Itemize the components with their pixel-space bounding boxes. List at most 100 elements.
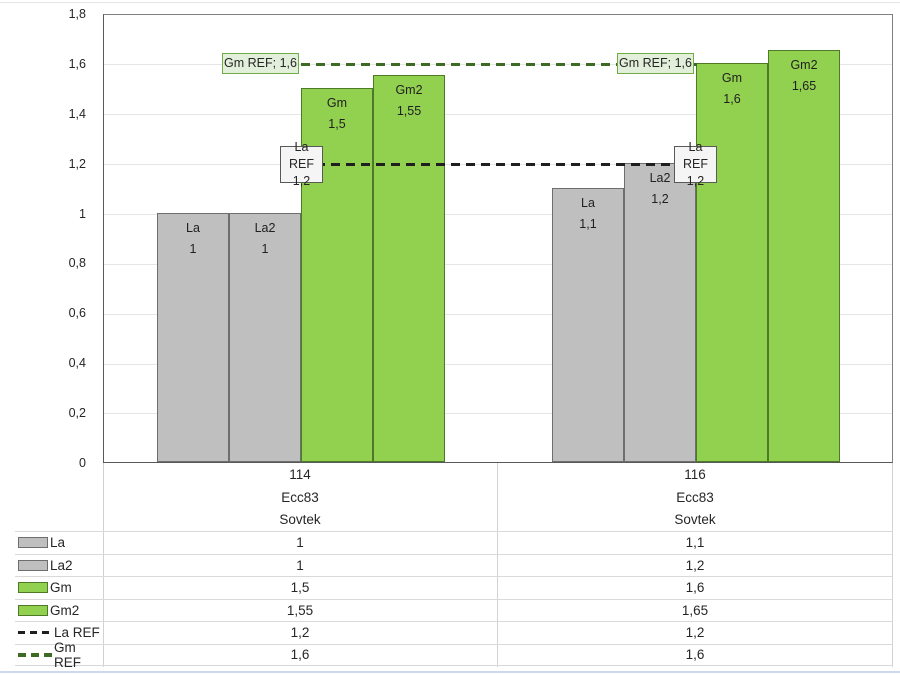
- bar-la-114: La 1: [157, 212, 229, 462]
- bar-value-label: 1,6: [723, 91, 741, 106]
- legend-label: La2: [50, 557, 73, 573]
- bar-value-label: 1,2: [651, 191, 669, 206]
- table-cell: 1,65: [681, 602, 709, 618]
- window-bottom-edge: [0, 671, 900, 673]
- bar-gm-116: Gm 1,6: [696, 62, 768, 462]
- bar-la-116: La 1,1: [552, 187, 624, 462]
- table-cell: 1,2: [685, 625, 705, 641]
- bar-value-label: 1: [189, 241, 197, 256]
- black-dashed-line-swatch-icon: [18, 631, 52, 635]
- table-row-la: La 1 1,1: [15, 531, 893, 554]
- bar-name-label: Gm: [721, 70, 743, 85]
- legend-key-gm2: Gm2: [15, 603, 103, 618]
- green-dashed-line-swatch-icon: [18, 652, 52, 657]
- table-cell: 1,2: [685, 557, 705, 573]
- y-axis-tick-label: 0,8: [68, 256, 86, 270]
- bar-la2-114: La2 1: [229, 212, 301, 462]
- bar-name-label: Gm2: [790, 58, 818, 73]
- category-label-116: 116 Ecc83 Sovtek: [497, 463, 893, 531]
- bar-name-label: La2: [254, 220, 276, 235]
- gm-ref-line: [301, 63, 697, 67]
- table-cell: 1,6: [685, 647, 705, 663]
- la-ref-label-value: 1,2: [686, 174, 705, 188]
- y-axis-tick-label: 0,4: [68, 356, 86, 370]
- green-bar-swatch-icon: [18, 604, 48, 616]
- bar-gm2-114: Gm2 1,55: [373, 75, 445, 462]
- legend-key-gm-ref: Gm REF: [15, 640, 103, 670]
- bar-name-label: La: [581, 195, 595, 210]
- gray-bar-swatch-icon: [18, 537, 48, 549]
- bar-value-label: 1,65: [791, 79, 817, 94]
- table-divider-vertical: [892, 463, 893, 667]
- legend-label: La: [50, 535, 66, 551]
- bar-name-label: La2: [649, 170, 671, 185]
- gridline: [104, 314, 892, 315]
- y-axis-tick-label: 1,4: [68, 107, 86, 121]
- bar-value-label: 1,1: [579, 216, 597, 231]
- y-axis-tick-label: 1,8: [68, 7, 86, 21]
- table-row-gm: Gm 1,5 1,6: [15, 576, 893, 599]
- bar-name-label: La: [186, 220, 200, 235]
- gray-bar-swatch-icon: [18, 559, 48, 571]
- table-cell: 1: [296, 535, 304, 551]
- gm-ref-label-text: Gm REF; 1,6: [224, 56, 297, 70]
- category-line: Sovtek: [279, 512, 321, 528]
- category-label-114: 114 Ecc83 Sovtek: [103, 463, 497, 531]
- category-line: Sovtek: [674, 512, 716, 528]
- y-axis-tick-label: 1,6: [68, 57, 86, 71]
- legend-label: Gm2: [50, 602, 80, 618]
- gridline: [104, 364, 892, 365]
- la-ref-label-value: 1,2: [292, 174, 311, 188]
- table-row-la2: La2 1 1,2: [15, 553, 893, 577]
- category-axis-labels: 114 Ecc83 Sovtek 116 Ecc83 Sovtek: [103, 463, 893, 531]
- bar-value-label: 1,5: [328, 116, 346, 131]
- table-row-gm2: Gm2 1,55 1,65: [15, 598, 893, 622]
- table-cell: 1,1: [685, 535, 705, 551]
- table-row-gm-ref: Gm REF 1,6 1,6: [15, 640, 893, 670]
- window-top-edge: [0, 2, 900, 3]
- legend-key-gm: Gm: [15, 580, 103, 595]
- y-axis-tick-label: 1: [79, 207, 86, 221]
- bar-value-label: 1: [261, 241, 269, 256]
- legend-label: Gm REF: [54, 639, 81, 670]
- table-cell: 1,6: [685, 580, 705, 596]
- category-line: 114: [289, 467, 311, 482]
- y-axis-tick-label: 0,2: [68, 406, 86, 420]
- bar-la2-116: La2 1,2: [624, 162, 696, 462]
- category-line: Ecc83: [281, 489, 319, 505]
- legend-key-la: La: [15, 535, 103, 550]
- legend-key-la2: La2: [15, 558, 103, 573]
- table-divider-vertical: [103, 463, 104, 667]
- la-ref-label-name: La REF: [289, 140, 314, 171]
- gm-ref-label-114: Gm REF; 1,6: [222, 53, 299, 74]
- gm-ref-label-text: Gm REF; 1,6: [619, 56, 692, 70]
- legend-label: La REF: [54, 625, 100, 641]
- green-bar-swatch-icon: [18, 582, 48, 594]
- gridline: [104, 214, 892, 215]
- plot-area: La 1 La2 1 Gm 1,5 Gm2 1,55 La 1,1 La2 1,…: [103, 14, 893, 463]
- table-cell: 1,2: [290, 625, 310, 641]
- category-line: 116: [684, 467, 706, 482]
- bar-value-label: 1,55: [396, 104, 422, 119]
- gm-ref-label-116: Gm REF; 1,6: [617, 53, 694, 74]
- bar-gm2-116: Gm2 1,65: [768, 50, 840, 462]
- table-cell: 1,55: [286, 602, 314, 618]
- y-axis-tick-label: 0: [79, 456, 86, 470]
- la-ref-label-116: La REF 1,2: [674, 140, 717, 188]
- la-ref-line: [301, 163, 697, 167]
- bar-gm-114: Gm 1,5: [301, 87, 373, 462]
- y-axis-tick-label: 0,6: [68, 306, 86, 320]
- table-divider-vertical: [497, 463, 498, 667]
- data-table: La 1 1,1 La2 1 1,2 Gm 1,5 1,6 Gm2: [15, 531, 893, 670]
- table-cell: 1: [296, 557, 304, 573]
- bar-name-label: Gm: [326, 95, 348, 110]
- bar-name-label: Gm2: [395, 83, 423, 98]
- legend-label: Gm: [50, 580, 72, 596]
- la-ref-label-114: La REF 1,2: [280, 140, 323, 188]
- y-axis-tick-label: 1,2: [68, 157, 86, 171]
- legend-key-la-ref: La REF: [15, 625, 103, 640]
- gridline: [104, 114, 892, 115]
- table-row-la-ref: La REF 1,2 1,2: [15, 621, 893, 644]
- la-ref-label-name: La REF: [683, 140, 708, 171]
